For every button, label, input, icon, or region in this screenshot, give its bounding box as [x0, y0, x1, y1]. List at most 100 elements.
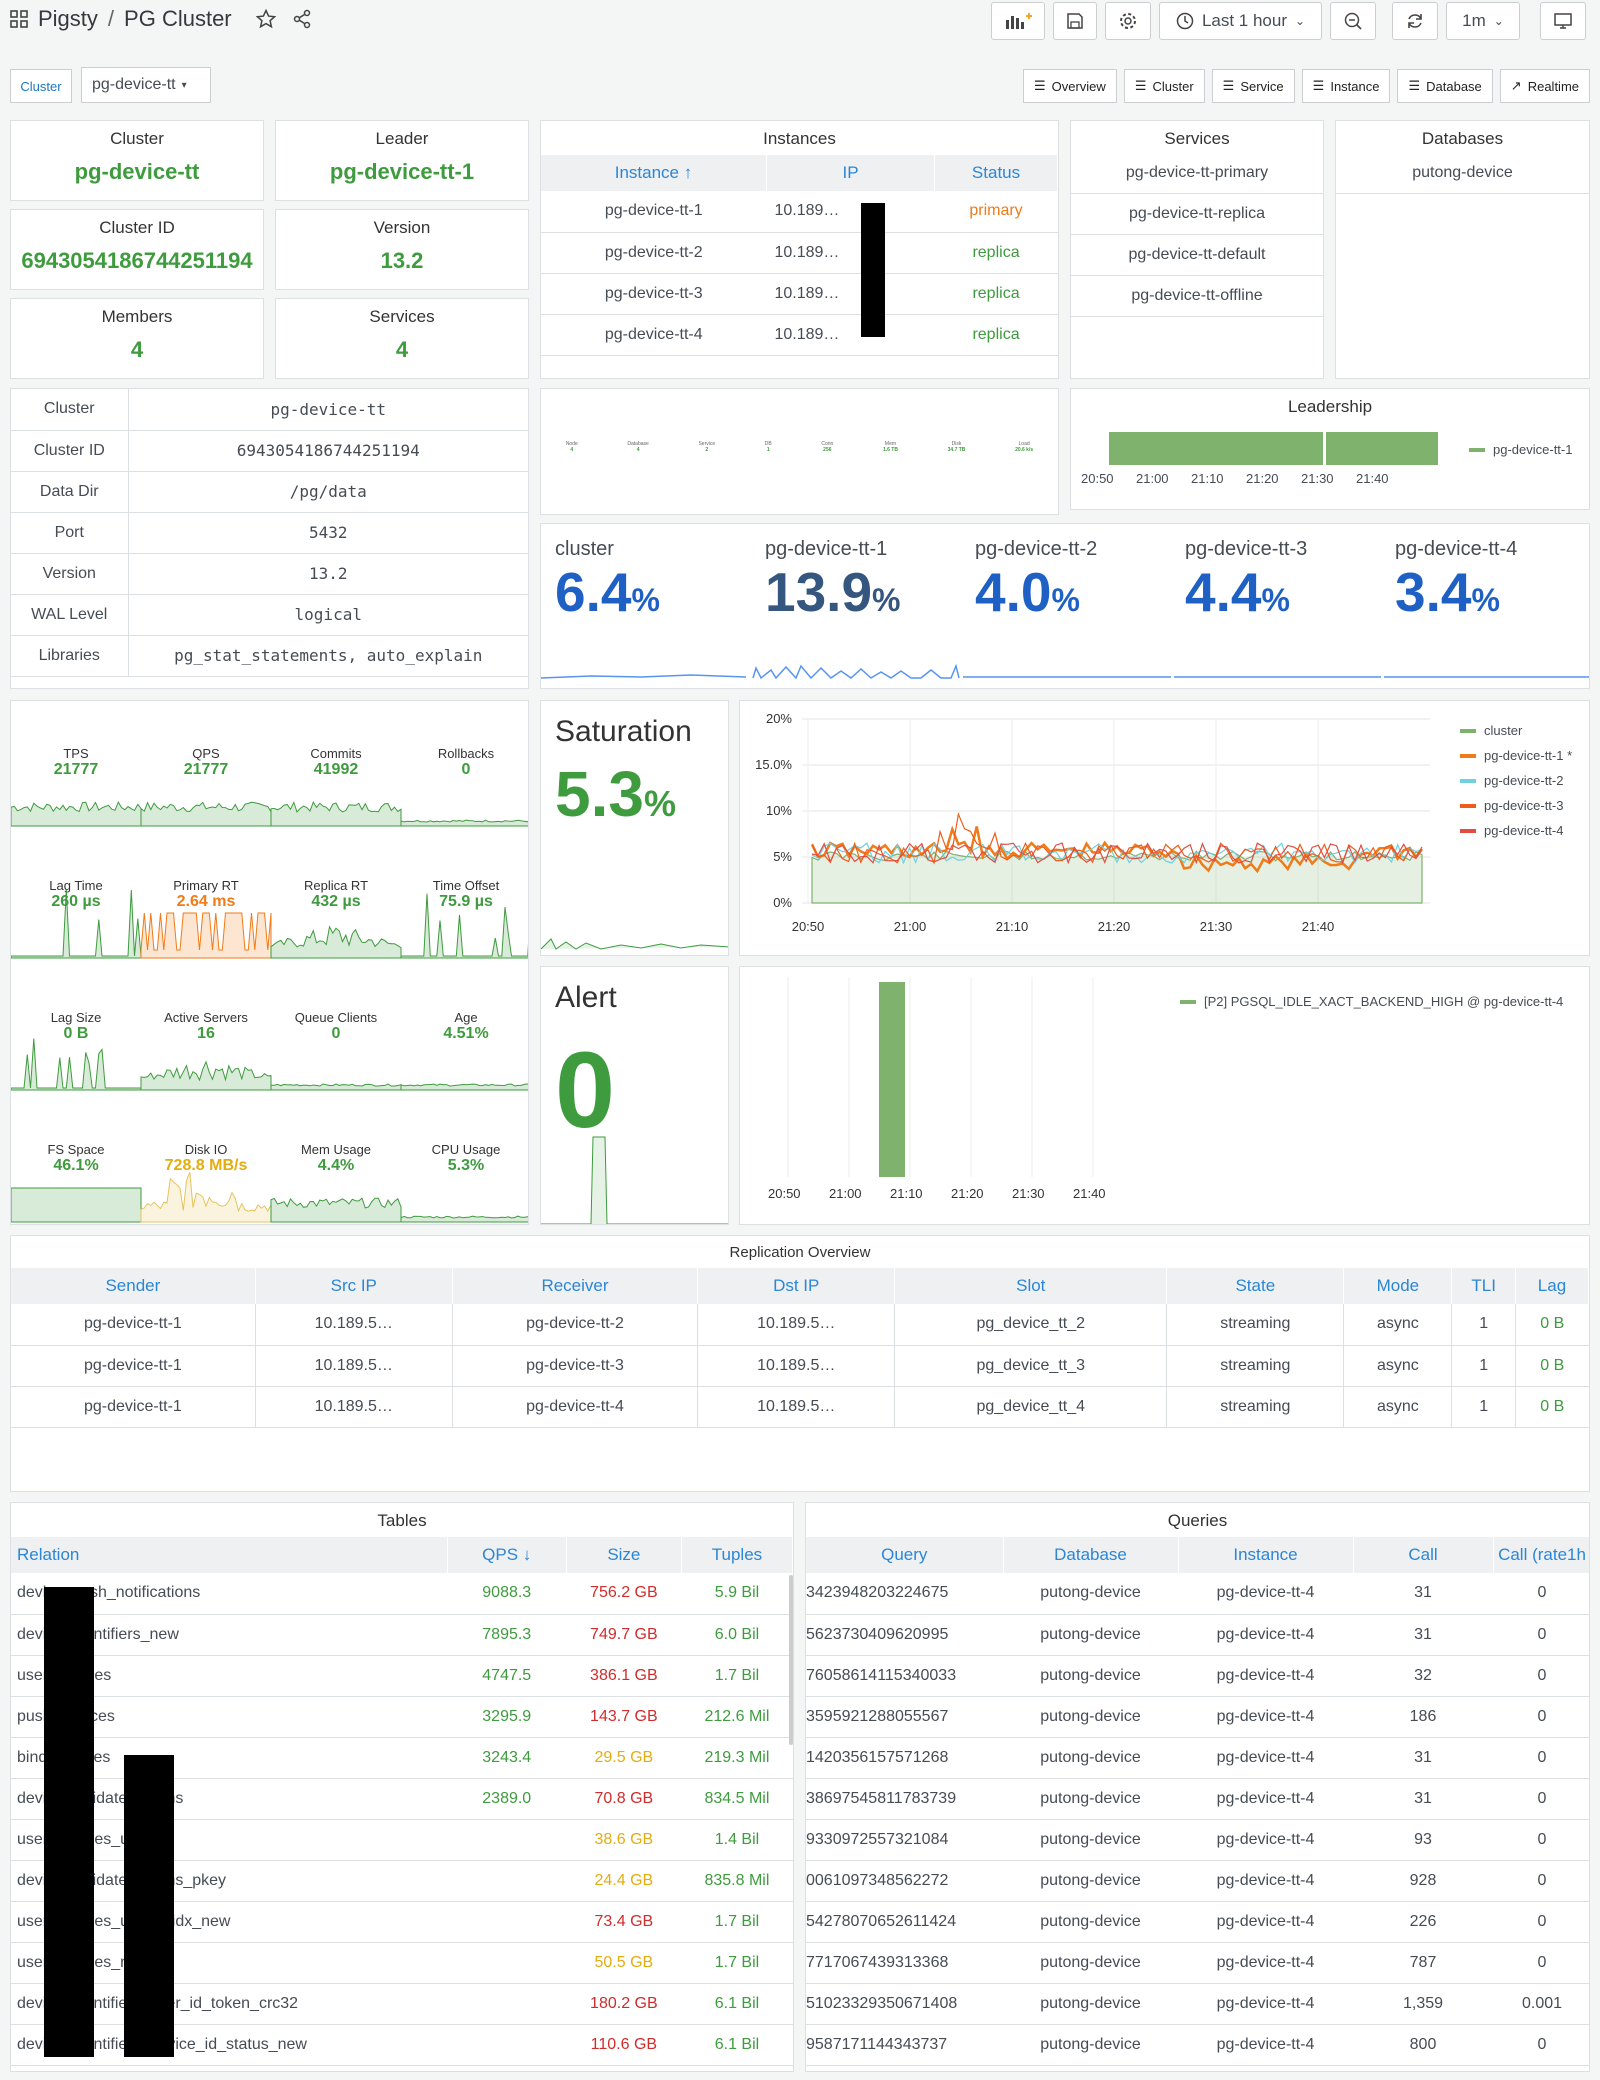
breadcrumb-folder[interactable]: Pigsty — [38, 6, 98, 31]
leader-stat-panel: Leader pg-device-tt-1 — [275, 120, 529, 201]
tiny-stat: DB 1 — [765, 441, 772, 453]
time-range-picker[interactable]: Last 1 hour ⌄ — [1159, 2, 1322, 40]
table-cell: pg-device-tt-4 — [1178, 1819, 1353, 1861]
nav-link-overview[interactable]: ☰ Overview — [1022, 69, 1117, 103]
cpu-gauge-label: pg-device-tt-4 — [1395, 538, 1518, 560]
table-row[interactable]: pg-device-tt-1 10.189… primary — [541, 191, 1058, 233]
column-header[interactable]: Slot — [894, 1268, 1168, 1304]
table-row[interactable]: 3423948203224675 putong-device pg-device-t… — [806, 1573, 1589, 1615]
table-row[interactable]: 51023329350671408 putong-device pg-device-… — [806, 1983, 1589, 2025]
table-row[interactable]: device_push_notifications 9088.3 756.2 GB 5… — [11, 1573, 793, 1615]
table-row[interactable]: pg-device-tt-1 10.189.5… pg-device-tt-4 10.… — [11, 1386, 1589, 1428]
column-header[interactable]: Instance ↑ — [541, 155, 767, 191]
column-header[interactable]: IP — [766, 155, 936, 191]
save-dashboard-button[interactable] — [1053, 2, 1097, 40]
legend-item[interactable]: pg-device-tt-2 — [1460, 768, 1572, 793]
table-row[interactable]: pg-device-tt-1 10.189.5… pg-device-tt-2 10.… — [11, 1304, 1589, 1346]
share-icon[interactable] — [292, 9, 312, 29]
column-header[interactable]: Tuples — [681, 1537, 793, 1573]
info-value: /pg/data — [128, 471, 528, 513]
zoom-out-button[interactable] — [1330, 2, 1376, 40]
column-header[interactable]: Call — [1353, 1537, 1494, 1573]
column-header[interactable]: Call (rate1h — [1493, 1537, 1589, 1573]
column-header[interactable]: TLI — [1451, 1268, 1516, 1304]
column-header[interactable]: Relation — [11, 1537, 448, 1573]
table-cell: replica — [934, 273, 1058, 315]
table-row[interactable]: 7717067439313368 putong-device pg-device-t… — [806, 1942, 1589, 1984]
table-row[interactable]: 76058614115340033 putong-device pg-device-… — [806, 1655, 1589, 1697]
tv-mode-button[interactable] — [1540, 2, 1586, 40]
table-row[interactable]: pg-device-tt-4 10.189… replica — [541, 314, 1058, 356]
column-header[interactable]: Receiver — [452, 1268, 699, 1304]
column-header[interactable]: Dst IP — [697, 1268, 896, 1304]
settings-button[interactable] — [1105, 2, 1151, 40]
service-item[interactable]: pg-device-tt-primary — [1071, 153, 1323, 194]
column-header[interactable]: Sender — [11, 1268, 256, 1304]
service-item[interactable]: pg-device-tt-replica — [1071, 194, 1323, 235]
scrollbar[interactable] — [789, 1575, 793, 1745]
cluster-variable-select[interactable]: pg-device-tt ▾ — [81, 67, 211, 103]
column-header[interactable]: Database — [1003, 1537, 1179, 1573]
nav-link-cluster[interactable]: ☰ Cluster — [1123, 69, 1205, 103]
legend-item[interactable]: [P2] PGSQL_IDLE_XACT_BACKEND_HIGH @ pg-d… — [1180, 989, 1563, 1014]
refresh-interval-picker[interactable]: 1m ⌄ — [1446, 2, 1520, 40]
legend-item[interactable]: pg-device-tt-4 — [1460, 818, 1572, 843]
legend-item[interactable]: pg-device-tt-3 — [1460, 793, 1572, 818]
table-row[interactable]: pg-device-tt-1 10.189.5… pg-device-tt-3 10.… — [11, 1345, 1589, 1387]
table-cell: 180.2 GB — [566, 1983, 682, 2025]
service-item[interactable]: pg-device-tt-default — [1071, 235, 1323, 276]
column-header[interactable]: Instance — [1178, 1537, 1354, 1573]
tiny-stat: Disk 34.7 TB — [948, 441, 966, 453]
cpu-gauge-label: pg-device-tt-3 — [1185, 538, 1308, 560]
service-item[interactable]: pg-device-tt-offline — [1071, 276, 1323, 317]
legend-item[interactable]: pg-device-tt-1 * — [1460, 743, 1572, 768]
apps-grid-icon[interactable] — [10, 10, 28, 28]
column-header[interactable]: Lag — [1515, 1268, 1589, 1304]
table-row[interactable]: 9587171144343737 putong-device pg-device-t… — [806, 2024, 1589, 2066]
column-header[interactable]: Size — [566, 1537, 682, 1573]
table-row[interactable]: 5623730409620995 putong-device pg-device-t… — [806, 1614, 1589, 1656]
clock-icon — [1176, 12, 1194, 30]
table-row[interactable]: pg-device-tt-2 10.189… replica — [541, 232, 1058, 274]
column-header[interactable]: Status — [934, 155, 1058, 191]
nav-link-service[interactable]: ☰ Service — [1211, 69, 1295, 103]
table-row[interactable]: 54278070652611424 putong-device pg-device-… — [806, 1901, 1589, 1943]
table-cell: async — [1343, 1386, 1453, 1428]
cpu-gauge-label: cluster — [555, 538, 614, 560]
table-row[interactable]: 0061097348562272 putong-device pg-device-t… — [806, 1860, 1589, 1902]
table-row[interactable]: 1420356157571268 putong-device pg-device-t… — [806, 1737, 1589, 1779]
column-header[interactable]: Mode — [1343, 1268, 1453, 1304]
table-row[interactable]: 3595921288055567 putong-device pg-device-t… — [806, 1696, 1589, 1738]
table-cell: 5623730409620995 — [806, 1614, 1003, 1656]
table-row[interactable]: pg-device-tt-3 10.189… replica — [541, 273, 1058, 315]
column-header[interactable]: QPS ↓ — [447, 1537, 567, 1573]
column-header[interactable]: Src IP — [255, 1268, 453, 1304]
refresh-button[interactable] — [1392, 2, 1438, 40]
y-tick-label: 5% — [773, 849, 792, 864]
legend-item[interactable]: cluster — [1460, 718, 1572, 743]
nav-link-realtime[interactable]: ↗ Realtime — [1499, 69, 1590, 103]
table-row[interactable]: device_identifiers_new 7895.3 749.7 GB 6.0 … — [11, 1614, 793, 1656]
table-row[interactable]: 9330972557321084 putong-device pg-device-t… — [806, 1819, 1589, 1861]
column-header[interactable]: State — [1166, 1268, 1345, 1304]
page-title[interactable]: PG Cluster — [124, 6, 232, 31]
nav-link-instance[interactable]: ☰ Instance — [1301, 69, 1391, 103]
add-panel-button[interactable] — [991, 2, 1045, 40]
tiny-stat-label: Conn — [821, 441, 834, 447]
table-row[interactable]: 38697545811783739 putong-device pg-device-… — [806, 1778, 1589, 1820]
database-item[interactable]: putong-device — [1336, 153, 1589, 194]
column-header[interactable]: Query — [806, 1537, 1004, 1573]
legend-item[interactable]: pg-device-tt-1 — [1469, 437, 1572, 462]
legend-swatch — [1469, 447, 1485, 452]
nav-link-database[interactable]: ☰ Database — [1397, 69, 1493, 103]
table-cell: 10.189.5… — [697, 1386, 896, 1428]
table-cell: 0061097348562272 — [806, 1860, 1003, 1902]
metric-label: Lag Size — [50, 1010, 102, 1025]
info-value: pg-device-tt — [128, 389, 528, 431]
metric-sparkline — [11, 1038, 142, 1091]
star-icon[interactable] — [255, 9, 276, 29]
legend-label: pg-device-tt-1 * — [1484, 748, 1573, 763]
